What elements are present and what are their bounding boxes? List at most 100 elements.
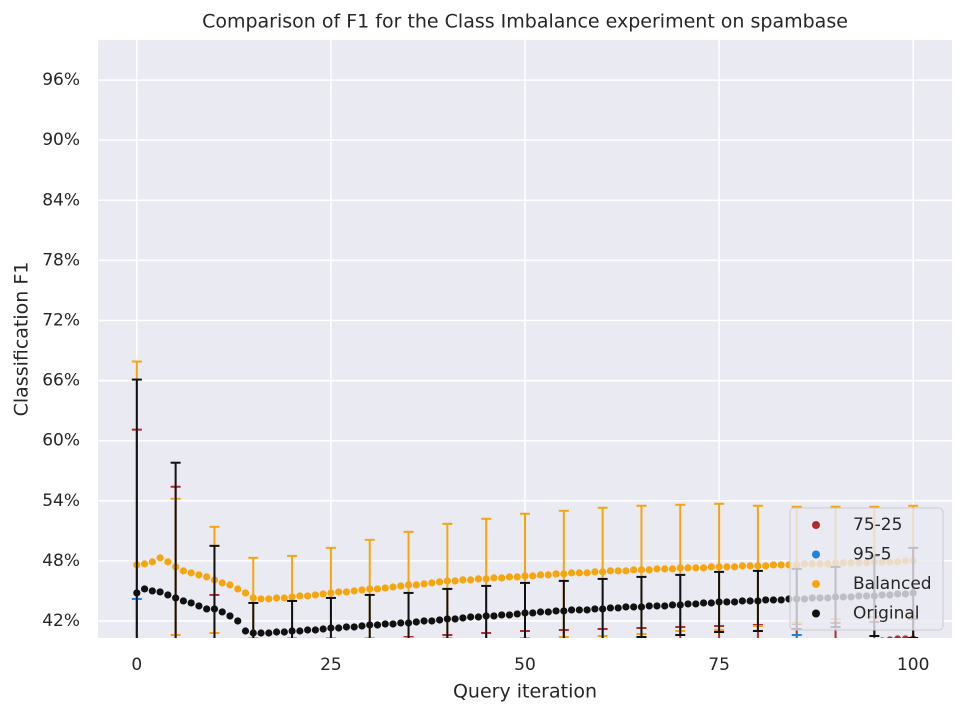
data-point [265, 629, 273, 637]
error-bar [791, 633, 802, 638]
axes: 42% 48% 54% 60% 66% 72% 78% 84% 90% 96% 0 25 50 75 100 [42, 70, 929, 675]
data-point [754, 641, 761, 648]
error-bar [209, 544, 220, 638]
data-point [699, 599, 708, 607]
y-tick-label: 48% [42, 551, 80, 571]
data-point [552, 607, 560, 615]
error-bar [170, 461, 181, 638]
data-point [738, 597, 746, 605]
data-point [770, 641, 777, 648]
data-point [622, 645, 629, 652]
data-point [195, 571, 203, 579]
data-point [536, 571, 545, 579]
data-point [281, 661, 288, 668]
data-point [280, 628, 288, 636]
data-point [304, 626, 312, 634]
data-point [661, 565, 669, 573]
data-point [164, 591, 172, 599]
data-point [894, 635, 902, 638]
data-point [343, 657, 350, 664]
data-point [257, 661, 264, 668]
data-point [156, 554, 164, 562]
data-point [428, 579, 436, 587]
data-point [311, 591, 319, 599]
data-point [381, 620, 389, 628]
data-point [312, 659, 319, 666]
data-point [583, 606, 591, 614]
data-point [319, 590, 327, 598]
data-point [669, 644, 676, 651]
data-point [591, 568, 599, 576]
data-point [809, 640, 816, 647]
data-point [350, 587, 358, 595]
data-point [234, 617, 242, 625]
data-point [459, 651, 466, 658]
data-point [420, 653, 427, 660]
data-point [871, 638, 878, 645]
data-point [451, 577, 459, 585]
data-point [847, 639, 854, 646]
data-point [226, 663, 233, 670]
data-point [203, 665, 210, 672]
data-point [886, 636, 893, 638]
y-tick-label: 60% [42, 431, 80, 451]
legend-marker [812, 550, 820, 559]
data-point [793, 640, 800, 647]
data-point [203, 605, 211, 613]
data-point [513, 573, 521, 581]
data-point [622, 603, 630, 611]
error-bar [675, 573, 686, 636]
legend-marker [812, 521, 820, 529]
data-point [567, 569, 576, 577]
data-point [505, 573, 514, 581]
data-point [769, 596, 778, 604]
data-point [863, 639, 870, 646]
data-point [646, 644, 653, 651]
data-point [342, 623, 351, 631]
x-tick-label: 75 [708, 655, 730, 675]
data-point [901, 635, 909, 638]
data-point [467, 576, 475, 584]
data-point [529, 647, 536, 654]
data-point [342, 588, 351, 596]
data-point [219, 663, 226, 670]
data-point [397, 655, 404, 662]
data-point [738, 562, 746, 570]
data-point [614, 567, 622, 575]
data-point [420, 580, 428, 588]
error-bar [714, 570, 725, 633]
data-point [296, 592, 304, 600]
data-point [241, 589, 250, 597]
y-tick-label: 90% [42, 130, 80, 150]
data-point [723, 598, 731, 606]
data-point [452, 651, 459, 658]
data-point [436, 578, 444, 586]
y-tick-label: 72% [42, 310, 80, 330]
error-bar [287, 643, 297, 683]
data-point [607, 645, 614, 652]
error-bar [248, 601, 259, 638]
data-point [778, 641, 785, 648]
data-point [490, 574, 498, 582]
data-point [366, 655, 373, 662]
data-point [731, 563, 739, 571]
data-point [319, 625, 327, 633]
data-point [606, 604, 615, 612]
data-point [840, 639, 847, 646]
error-bar [481, 584, 492, 638]
error-bar [365, 639, 375, 679]
data-point [444, 651, 451, 658]
data-point [188, 665, 195, 672]
data-point [505, 611, 514, 619]
data-point [296, 627, 304, 635]
data-point [351, 657, 358, 664]
x-axis-label: Query iteration [453, 681, 597, 703]
data-point [552, 570, 560, 578]
data-point [498, 574, 506, 582]
data-point [311, 626, 319, 634]
y-tick-label: 84% [42, 190, 80, 210]
data-point [358, 657, 365, 664]
data-point [149, 667, 156, 674]
error-bar [131, 378, 142, 638]
data-point [451, 615, 459, 623]
